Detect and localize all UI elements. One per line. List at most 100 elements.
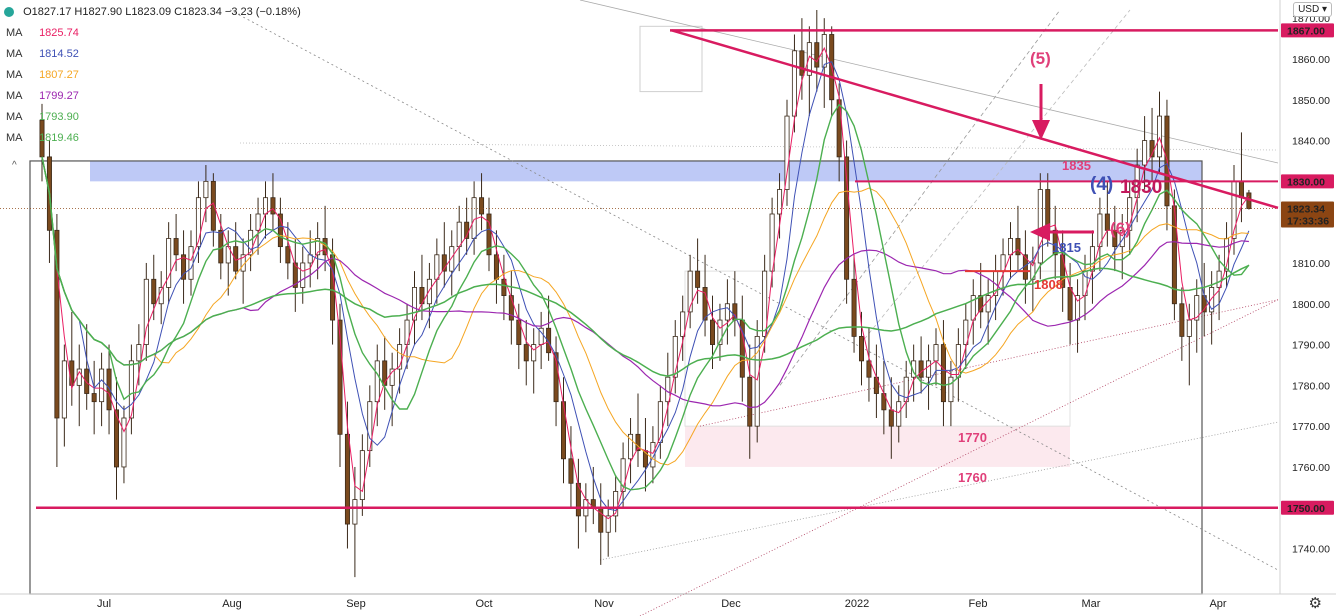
candle-body	[620, 458, 626, 492]
candle	[732, 271, 738, 337]
x-axis-tick: Feb	[969, 598, 988, 610]
price-label-bg	[1281, 174, 1334, 189]
annotation-label: 1835	[1062, 158, 1091, 173]
price-label-bg	[1281, 23, 1334, 38]
annotation-label: 1815	[1052, 240, 1081, 255]
candle	[300, 246, 306, 304]
candle-body	[940, 344, 946, 403]
trend-line-thin	[699, 299, 1279, 427]
candle-body	[210, 180, 216, 231]
x-axis-tick: Aug	[222, 598, 242, 610]
candle-body	[449, 246, 455, 272]
moving-average-line	[41, 61, 1250, 512]
candle	[970, 279, 976, 345]
candle	[516, 303, 522, 370]
annotation-label: (6)	[1110, 219, 1131, 238]
candle	[434, 238, 440, 304]
candle-body	[680, 311, 686, 337]
ma-value: 1825.74	[39, 27, 79, 39]
candle	[791, 34, 797, 133]
candle-body	[69, 360, 75, 386]
candle	[106, 344, 112, 435]
candle-body	[382, 360, 388, 386]
annotation-label: (5)	[1030, 49, 1051, 68]
candle	[54, 214, 60, 467]
candle	[754, 320, 760, 443]
ma-row-4[interactable]: MA 1799.27	[4, 86, 301, 107]
candle-body	[1052, 229, 1058, 256]
candle	[1142, 116, 1148, 190]
ma-row-5[interactable]: MA 1793.90	[4, 107, 301, 128]
candle-body	[121, 417, 127, 468]
x-axis-tick: Sep	[346, 598, 366, 610]
candle-body	[575, 482, 581, 517]
candle	[926, 344, 932, 410]
ma-row-1[interactable]: MA 1825.74	[4, 23, 301, 44]
x-axis-tick: Mar	[1082, 598, 1101, 610]
x-axis-tick: Oct	[475, 598, 492, 610]
collapse-chevron-icon[interactable]: ^	[12, 160, 17, 171]
down-arrow-head	[1032, 120, 1050, 140]
x-axis-tick: Apr	[1209, 598, 1226, 610]
candle-body	[1097, 213, 1103, 248]
candle	[1216, 254, 1222, 321]
ma-label: MA	[6, 48, 23, 60]
candle-body	[896, 401, 902, 427]
candle-body	[963, 319, 969, 345]
candle	[613, 475, 619, 533]
ma-row-6[interactable]: MA 1819.46	[4, 128, 301, 149]
candle	[963, 303, 969, 370]
candle-body	[628, 433, 634, 460]
candle	[337, 303, 343, 467]
candle-body	[859, 335, 865, 362]
peak-box	[639, 25, 703, 93]
candle	[695, 238, 701, 304]
candle	[1157, 91, 1163, 174]
candle-body	[1104, 213, 1110, 231]
currency-button[interactable]: USD ▾	[1293, 2, 1332, 17]
candle-body	[710, 319, 716, 345]
candle	[523, 320, 529, 386]
y-axis-tick: 1800.00	[1292, 299, 1330, 311]
candle-body	[359, 450, 365, 501]
candle-body	[270, 197, 276, 215]
y-axis-tick: 1860.00	[1292, 54, 1330, 66]
candle	[382, 336, 388, 410]
legend-collapse-row[interactable]: ^	[4, 149, 301, 171]
candle	[724, 279, 730, 345]
candle	[359, 434, 365, 516]
candle	[672, 320, 678, 394]
candle	[1052, 205, 1058, 280]
candle-body	[337, 319, 343, 435]
candle-body	[717, 319, 723, 345]
candle	[538, 311, 544, 370]
price-label: 1867.00	[1281, 23, 1334, 38]
candle-body	[262, 197, 268, 215]
annotation-label: 1830	[1120, 177, 1162, 198]
candle-body	[188, 246, 194, 280]
settings-gear-icon[interactable]: ⚙	[1308, 595, 1322, 612]
candle-body	[1119, 229, 1125, 248]
moving-average-line	[41, 156, 1249, 409]
candle	[553, 336, 559, 427]
y-axis-tick: 1790.00	[1292, 340, 1330, 352]
candle-body	[344, 433, 350, 525]
candle-body	[441, 254, 447, 272]
candle-body	[791, 50, 797, 117]
candle-body	[203, 180, 209, 199]
ma-row-3[interactable]: MA 1807.27	[4, 65, 301, 86]
candle	[628, 418, 634, 484]
ma-row-2[interactable]: MA 1814.52	[4, 44, 301, 65]
candle	[657, 385, 663, 459]
ma-value: 1793.90	[39, 111, 79, 123]
candle	[84, 324, 90, 410]
candle	[158, 271, 164, 325]
candle-body	[747, 376, 753, 427]
x-axis-tick: Dec	[721, 598, 741, 610]
candle	[702, 254, 708, 337]
candle	[292, 238, 298, 312]
candle-body	[650, 442, 656, 468]
candle	[531, 328, 537, 394]
